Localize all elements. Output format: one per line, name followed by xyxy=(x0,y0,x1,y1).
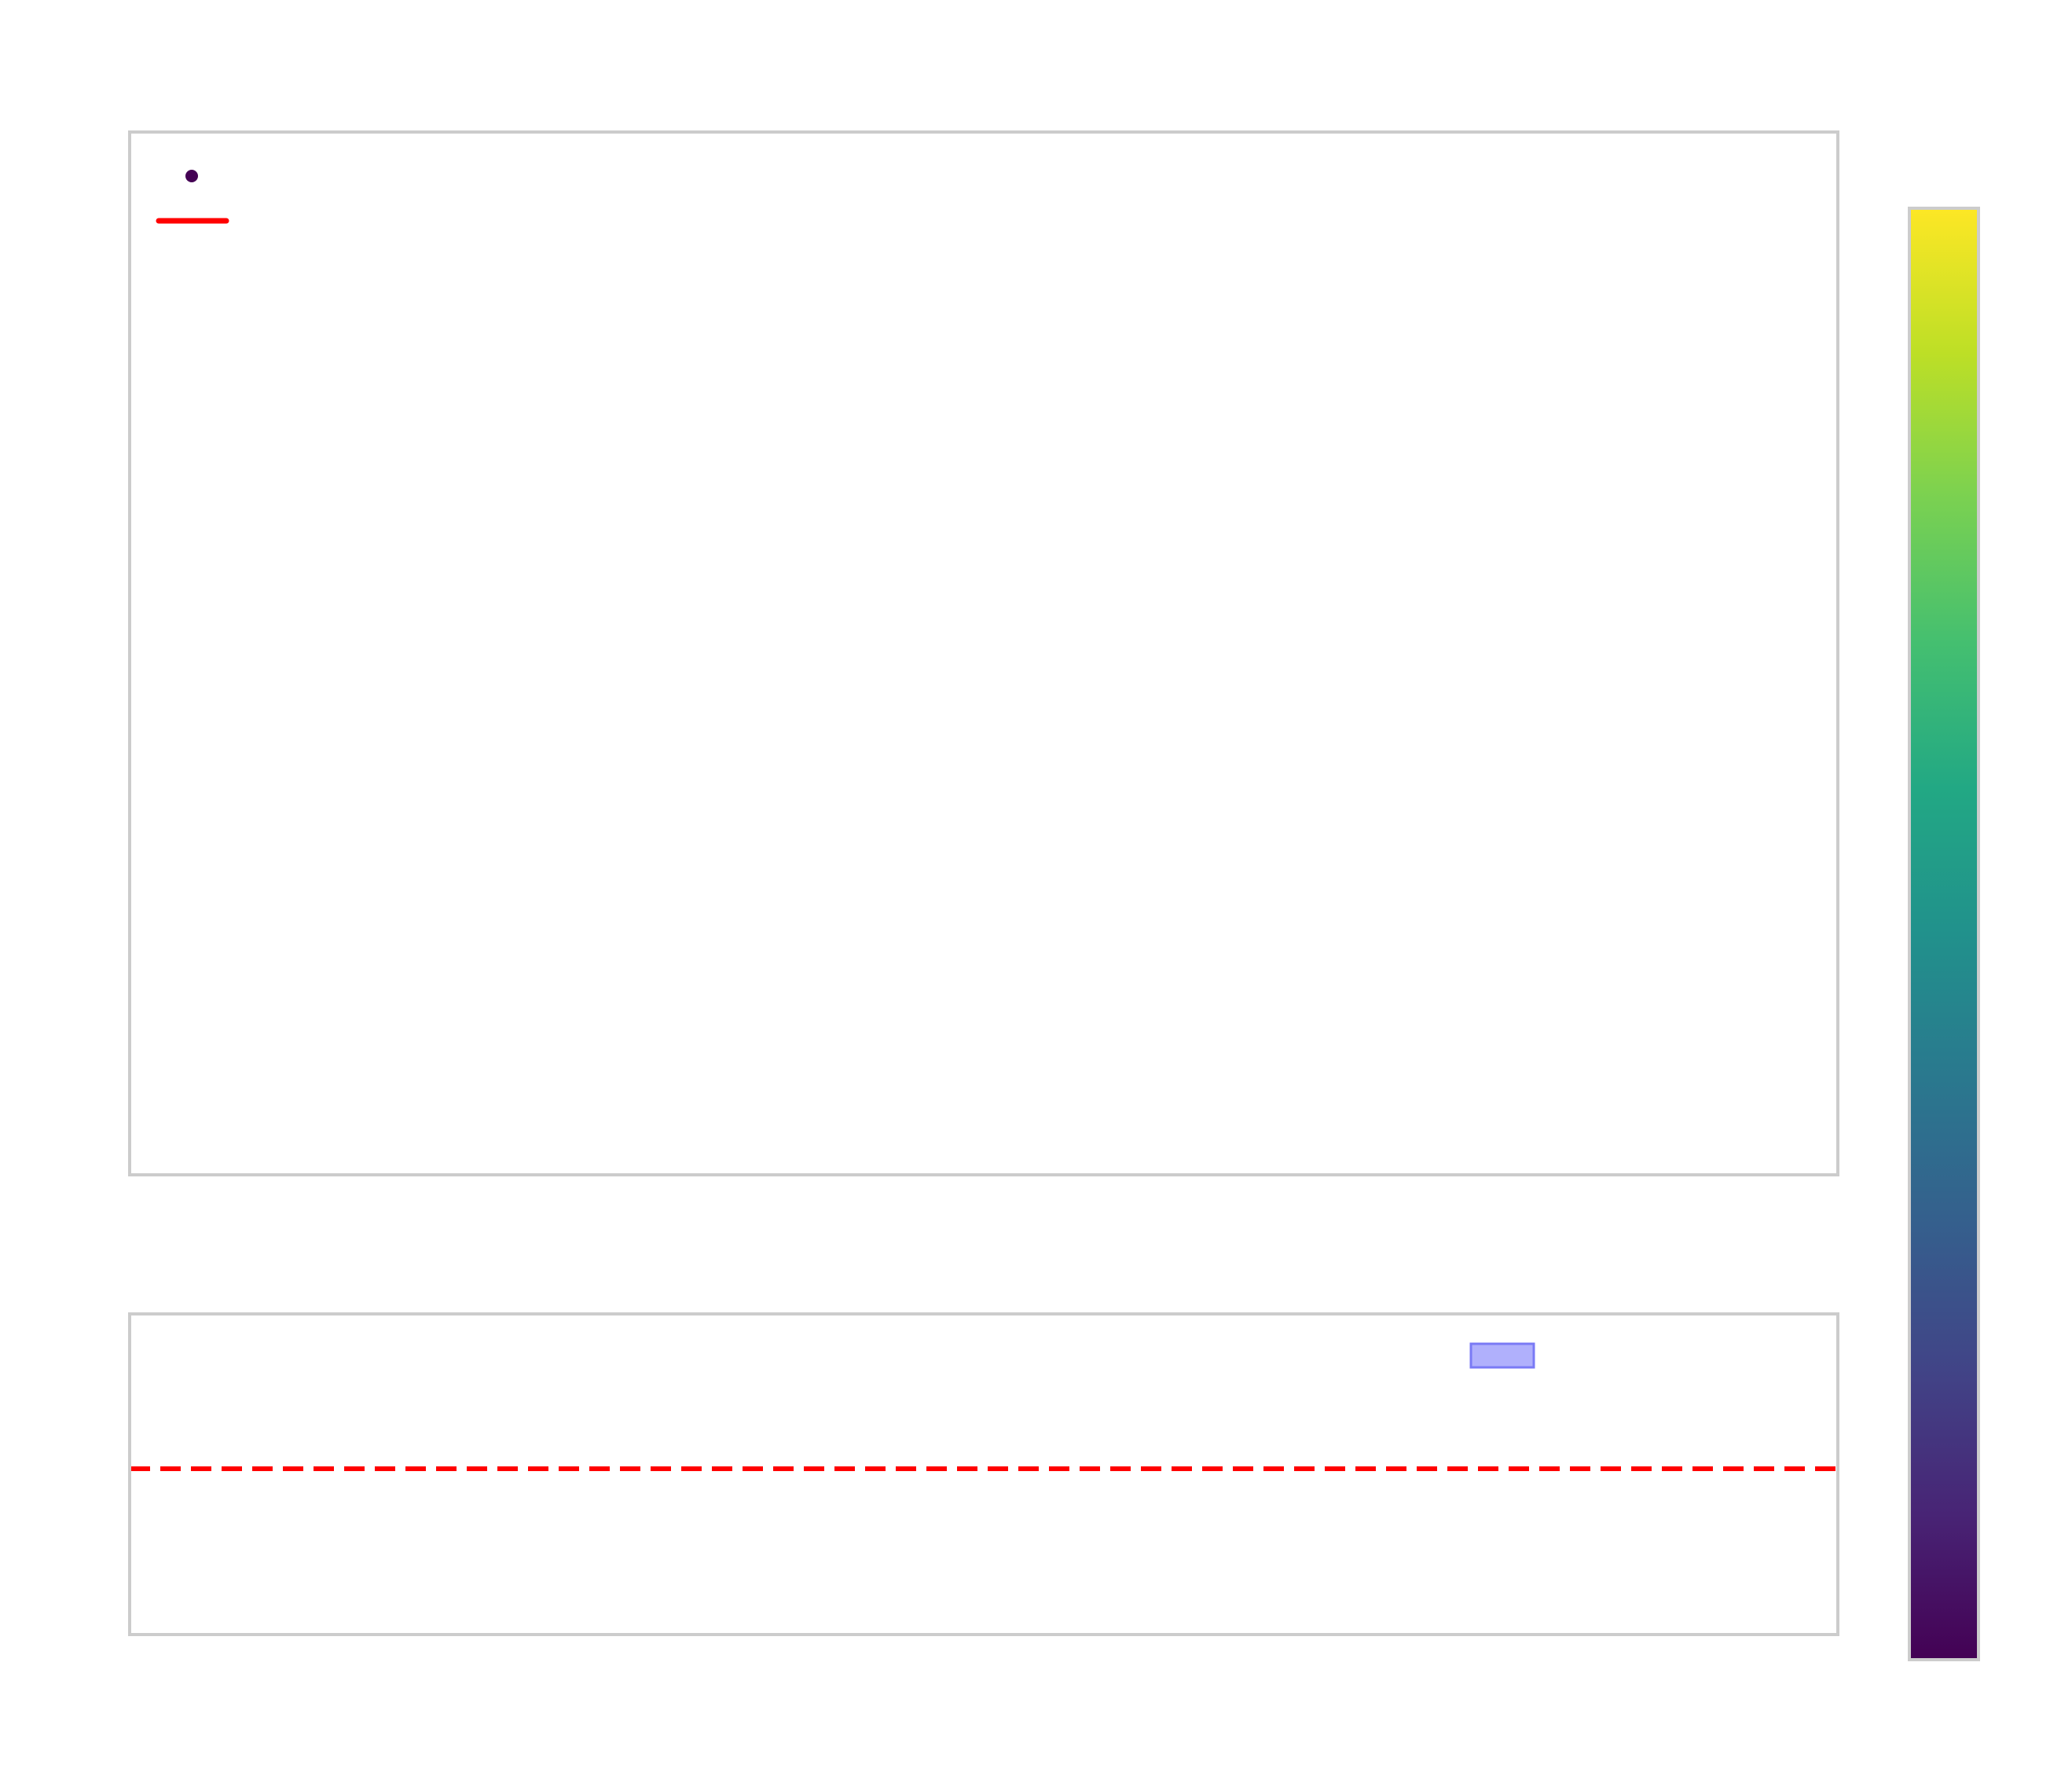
bottom-axes-frame xyxy=(128,1312,1839,1636)
top-panel xyxy=(128,130,1839,1176)
bottom-panel xyxy=(128,1312,1839,1636)
legend-scatter-marker-icon xyxy=(185,170,198,182)
legend-band-patch-icon xyxy=(1469,1342,1535,1369)
top-legend xyxy=(156,170,229,224)
colorbar-gradient xyxy=(1908,207,1980,1661)
colorbar xyxy=(1908,207,1980,1661)
bottom-legend xyxy=(1469,1342,1535,1369)
top-axes-frame xyxy=(128,130,1839,1176)
